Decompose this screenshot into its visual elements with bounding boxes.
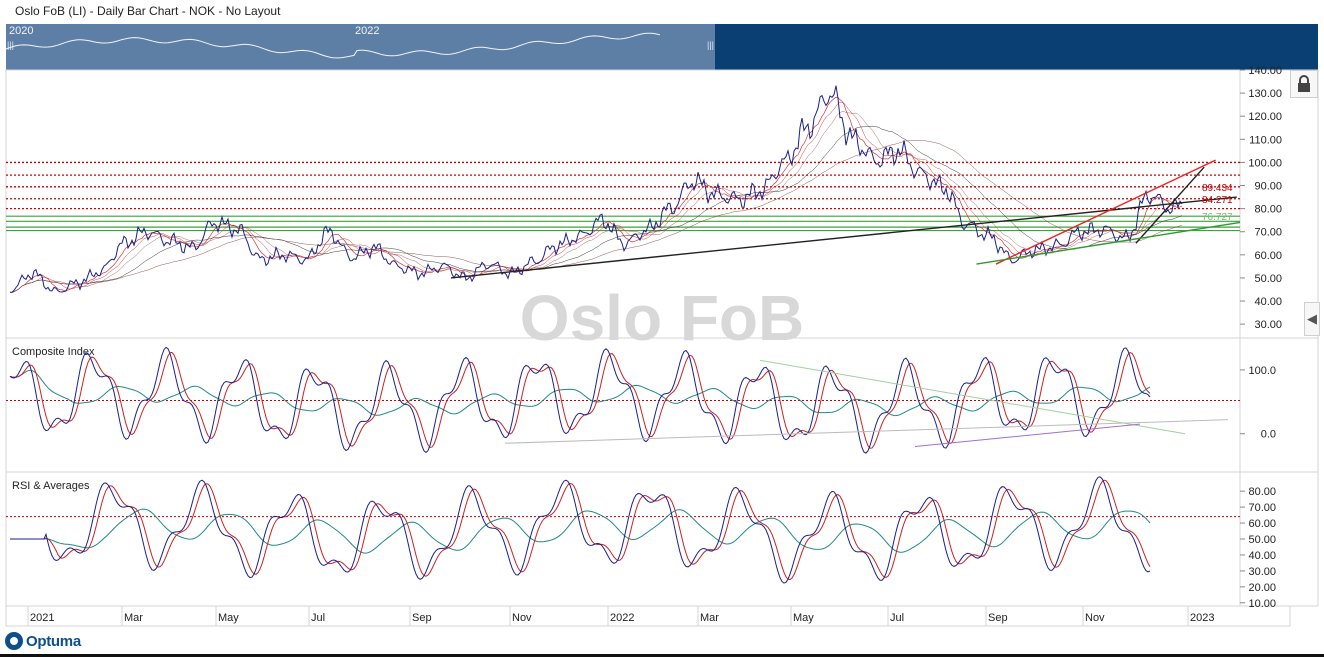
time-axis-label: Sep (412, 612, 432, 624)
time-axis-label: Jul (311, 612, 325, 624)
navigator-overview-line (6, 32, 661, 59)
navigator-left-handle-icon[interactable]: ||| (7, 40, 15, 50)
y-tick-label: 40.00 (1254, 296, 1282, 308)
y-tick-label: 10.00 (1248, 598, 1276, 610)
price-level-flag: 76.727 (1202, 212, 1233, 223)
oscillator-short-average (9, 351, 1151, 449)
time-axis-label: Nov (512, 612, 532, 624)
y-tick-label: 50.00 (1254, 273, 1282, 285)
y-tick-label: 20.00 (1248, 582, 1276, 594)
y-tick-label: 0.0 (1261, 429, 1276, 441)
moving-average-line (9, 140, 1183, 293)
y-tick-label: 110.00 (1249, 134, 1282, 146)
trend-black-trendline (1135, 166, 1205, 244)
rsi-panel-frame (5, 471, 1319, 607)
composite-panel-label: Composite Index (12, 346, 95, 358)
trend-green-trendline (976, 221, 1241, 265)
time-axis-label: Sep (988, 612, 1008, 624)
y-tick-label: 70.00 (1248, 502, 1276, 514)
y-tick-label: 120.00 (1248, 111, 1282, 123)
time-axis-label: Jul (890, 612, 904, 624)
lock-icon (1298, 75, 1310, 92)
time-axis-label: May (218, 612, 239, 624)
chevron-left-icon: ◀ (1307, 311, 1317, 326)
y-tick-label: 40.00 (1248, 550, 1276, 562)
date-range-navigator[interactable]: 2020 2022 ||| ||| (6, 24, 1318, 70)
y-tick-label: 60.00 (1254, 250, 1282, 262)
y-tick-label: 90.00 (1254, 181, 1282, 193)
y-tick-label: 60.00 (1248, 518, 1276, 530)
y-tick-label: 140.00 (1248, 65, 1282, 77)
time-axis-label: Mar (124, 612, 143, 624)
composite-trendline (504, 419, 1229, 444)
time-axis-label: 2023 (1190, 612, 1214, 624)
navigator-year-label: 2022 (355, 25, 380, 37)
oscillator-long-average (10, 508, 1151, 554)
time-axis-label: Nov (1085, 612, 1105, 624)
navigator-right-handle-icon[interactable]: ||| (707, 40, 715, 50)
oscillator-line (10, 476, 1151, 584)
y-tick-label: 80.00 (1248, 486, 1276, 498)
trend-black-trendline (450, 196, 1237, 279)
composite-panel-frame (5, 337, 1319, 473)
time-axis-frame (5, 605, 1291, 627)
price-series-line (9, 85, 1183, 293)
moving-average-line (9, 125, 1183, 293)
y-tick-label: 80.00 (1254, 204, 1282, 216)
y-tick-label: 50.00 (1248, 534, 1276, 546)
optuma-logo-text: Optuma (26, 632, 81, 650)
time-axis-label: 2021 (30, 612, 54, 624)
time-axis-label: 2022 (610, 612, 634, 624)
navigator-year-label: 2020 (9, 25, 34, 37)
y-tick-label: 100.0 (1248, 365, 1276, 377)
composite-trendline (759, 359, 1186, 435)
moving-average-line (9, 101, 1183, 293)
bottom-border (0, 654, 1324, 657)
lock-button[interactable] (1290, 70, 1318, 98)
time-axis-label: May (793, 612, 814, 624)
y-tick-label: 70.00 (1254, 227, 1282, 239)
watermark-text: Oslo FoB (520, 282, 804, 354)
composite-trendline (914, 423, 1141, 447)
navigator-selected-range[interactable]: 2020 2022 ||| ||| (6, 24, 715, 70)
oscillator-short-average (10, 479, 1151, 581)
y-tick-label: 100.00 (1248, 157, 1282, 169)
optuma-logo-icon (5, 632, 23, 650)
trend-red-trendline (995, 159, 1216, 265)
price-level-flag: 89.434 (1202, 183, 1233, 194)
optuma-logo: Optuma (5, 630, 81, 652)
rsi-panel-label: RSI & Averages (12, 480, 90, 492)
y-tick-label: 30.00 (1248, 566, 1276, 578)
y-tick-label: 130.00 (1248, 88, 1282, 100)
moving-average-line (9, 111, 1183, 293)
time-axis-label: Mar (700, 612, 719, 624)
collapse-panel-button[interactable]: ◀ (1304, 302, 1320, 336)
chart-title: Oslo FoB (LI) - Daily Bar Chart - NOK - … (15, 4, 281, 18)
y-tick-label: 30.00 (1254, 319, 1282, 331)
oscillator-line (9, 346, 1151, 454)
price-level-flag: 84.271 (1202, 195, 1233, 206)
oscillator-long-average (9, 369, 1151, 417)
